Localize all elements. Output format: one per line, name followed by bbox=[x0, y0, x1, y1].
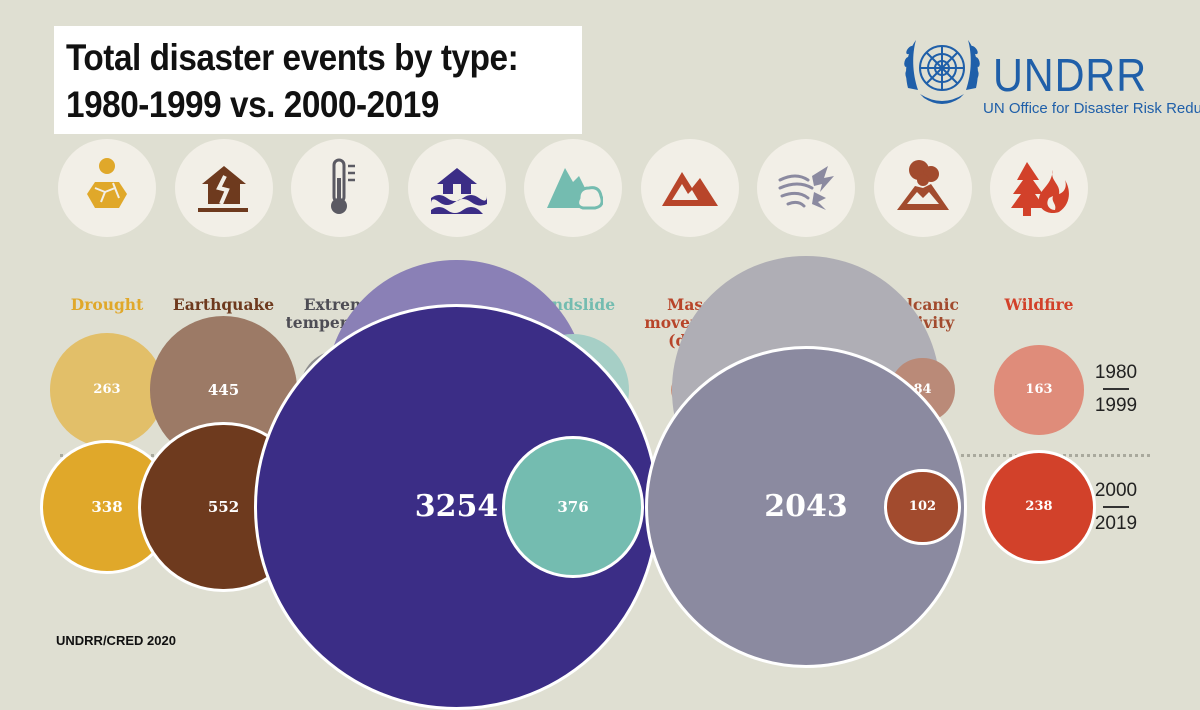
category-label-drought: Drought bbox=[42, 296, 172, 314]
bubble-value: 338 bbox=[91, 497, 123, 516]
storm-icon bbox=[757, 139, 855, 237]
chart-title: Total disaster events by type: 1980-1999… bbox=[54, 26, 583, 134]
bubble-value: 552 bbox=[207, 497, 240, 516]
title-line-1: Total disaster events by type: bbox=[66, 37, 519, 78]
period-2000-2019: 2000 2019 bbox=[1090, 480, 1142, 535]
category-label-line: Wildfire bbox=[1004, 295, 1074, 314]
landslide-icon bbox=[524, 139, 622, 237]
category-label-line: Earthquake bbox=[172, 295, 275, 314]
mountain-icon bbox=[640, 139, 739, 237]
bubble-wildfire-1980-1999: 163 bbox=[994, 345, 1084, 435]
wildfire-icon bbox=[990, 139, 1088, 237]
period-2-end: 2019 bbox=[1094, 513, 1138, 534]
period-2-start: 2000 bbox=[1094, 480, 1138, 501]
bubble-volcanic-activity-2000-2019: 102 bbox=[884, 468, 961, 546]
source-credit: UNDRR/CRED 2020 bbox=[56, 633, 176, 648]
period-1980-1999: 1980 1999 bbox=[1090, 362, 1142, 417]
brand-name: UNDRR bbox=[993, 49, 1147, 101]
bubble-value: 238 bbox=[1025, 499, 1053, 515]
bubble-wildfire-2000-2019: 238 bbox=[982, 450, 1096, 564]
bubble-value: 445 bbox=[207, 380, 240, 399]
bubble-landslide-2000-2019: 376 bbox=[502, 436, 644, 578]
brand-block: UNDRR UN Office for Disaster Risk Reduct… bbox=[900, 26, 1200, 126]
bubble-value: 2043 bbox=[764, 489, 848, 525]
period-1-start: 1980 bbox=[1094, 362, 1138, 383]
bubble-value: 263 bbox=[93, 382, 121, 398]
drought-icon bbox=[58, 139, 156, 237]
bubble-drought-1980-1999: 263 bbox=[50, 333, 164, 447]
flood-icon bbox=[407, 139, 506, 237]
category-label-line: Drought bbox=[70, 295, 144, 314]
un-emblem-icon bbox=[904, 40, 980, 104]
period-dash bbox=[1103, 388, 1129, 390]
bubble-value: 163 bbox=[1025, 382, 1053, 398]
thermometer-icon bbox=[291, 139, 389, 237]
brand-subtitle: UN Office for Disaster Risk Reduction bbox=[983, 100, 1200, 117]
title-line-2: 1980-1999 vs. 2000-2019 bbox=[66, 84, 439, 125]
bubble-value: 102 bbox=[908, 499, 937, 515]
period-1-end: 1999 bbox=[1094, 395, 1138, 416]
period-dash bbox=[1103, 506, 1129, 508]
bubble-value: 3254 bbox=[414, 489, 499, 525]
category-label-wildfire: Wildfire bbox=[974, 296, 1104, 314]
category-label-earthquake: Earthquake bbox=[159, 296, 289, 314]
earthquake-icon bbox=[174, 139, 273, 237]
bubble-value: 376 bbox=[557, 497, 589, 516]
volcano-icon bbox=[873, 139, 972, 237]
